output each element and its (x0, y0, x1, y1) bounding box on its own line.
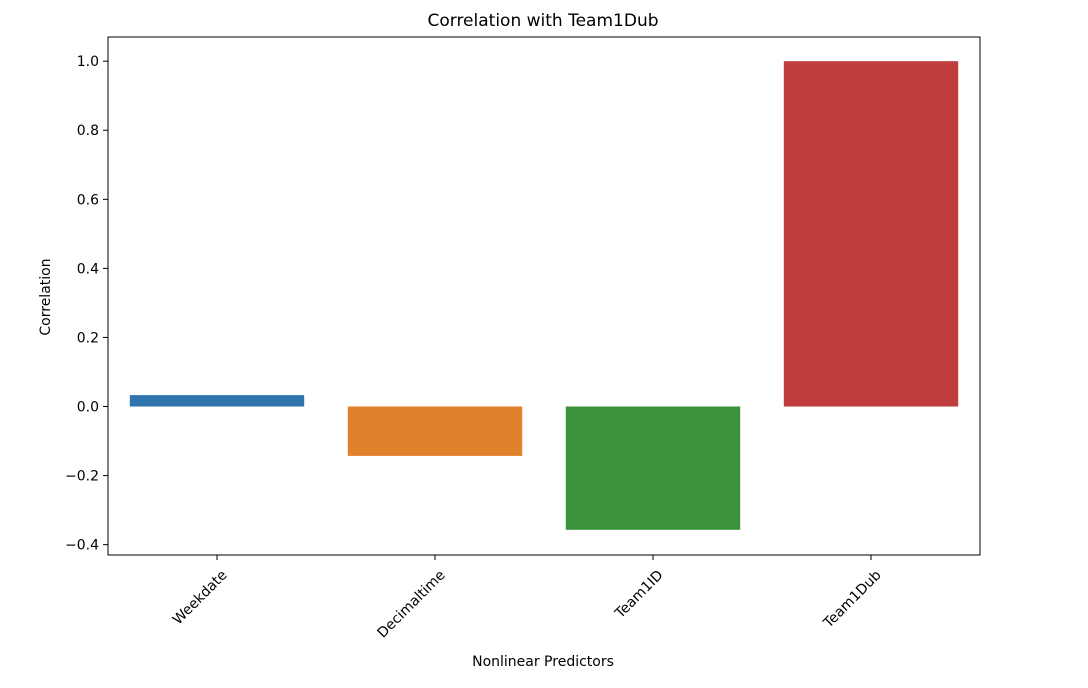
y-tick-label: 0.0 (77, 400, 99, 416)
y-tick-label: 0.4 (77, 261, 99, 277)
bars-layer (129, 61, 959, 530)
y-tick-label: 0.6 (77, 192, 99, 208)
bar-decimaltime (347, 406, 523, 456)
bar-weekdate (129, 395, 305, 407)
chart-title: Correlation with Team1Dub (427, 11, 658, 31)
plot-frame (107, 36, 981, 556)
y-axis-title: Correlation (38, 258, 54, 335)
bar-team1dub (783, 61, 959, 407)
y-tick-label: −0.2 (65, 469, 99, 485)
y-tick-label: 0.2 (77, 330, 99, 346)
bar-team1id (565, 406, 741, 530)
x-tick-label-team1id: Team1ID (612, 567, 667, 622)
y-tick-label: −0.4 (65, 538, 99, 554)
x-tick-label-weekdate: Weekdate (170, 567, 231, 628)
y-tick-label: 0.8 (77, 123, 99, 139)
x-tick-label-team1dub: Team1Dub (820, 567, 885, 632)
x-axis-title: Nonlinear Predictors (472, 654, 614, 670)
x-tick-label-decimaltime: Decimaltime (375, 567, 449, 641)
y-tick-label: 1.0 (77, 54, 99, 70)
